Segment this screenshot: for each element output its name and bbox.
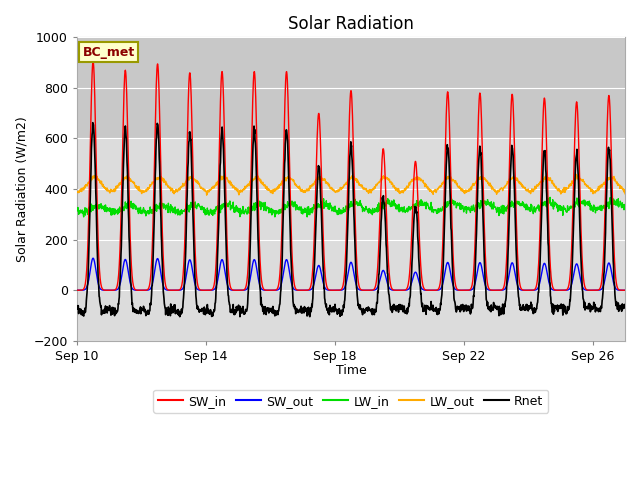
Rnet (195, 307, 203, 313)
LW_out (572, 171, 580, 177)
Line: Rnet: Rnet (77, 123, 625, 317)
LW_in (80, 214, 88, 220)
Rnet (306, 314, 314, 320)
LW_out (203, 192, 211, 198)
LW_in (546, 194, 554, 200)
SW_out (501, 287, 509, 292)
LW_out (73, 189, 81, 194)
Text: BC_met: BC_met (83, 46, 134, 59)
Line: SW_out: SW_out (77, 258, 625, 290)
SW_out (621, 288, 629, 293)
LW_in (368, 210, 376, 216)
Legend: SW_in, SW_out, LW_in, LW_out, Rnet: SW_in, SW_out, LW_in, LW_out, Rnet (154, 390, 548, 412)
X-axis label: Time: Time (335, 364, 366, 377)
SW_in (621, 288, 629, 293)
SW_in (195, 286, 203, 291)
SW_in (211, 280, 218, 286)
LW_out (211, 183, 218, 189)
LW_in (195, 203, 203, 208)
Rnet (163, 308, 171, 313)
SW_out (89, 255, 97, 261)
LW_out (195, 180, 202, 186)
LW_in (621, 205, 629, 211)
Rnet (88, 132, 96, 137)
SW_in (163, 287, 171, 292)
Rnet (621, 302, 629, 308)
LW_out (88, 176, 96, 181)
SW_in (88, 72, 96, 77)
SW_out (211, 287, 218, 292)
Line: LW_in: LW_in (77, 197, 625, 217)
LW_out (163, 182, 171, 188)
Rnet (89, 120, 97, 126)
Line: SW_in: SW_in (77, 61, 625, 290)
LW_in (88, 207, 96, 213)
Rnet (211, 308, 218, 314)
Rnet (73, 303, 81, 309)
Line: LW_out: LW_out (77, 174, 625, 195)
LW_out (621, 191, 629, 197)
SW_in (73, 288, 81, 293)
SW_out (368, 288, 376, 293)
Bar (77, 37, 625, 139)
Rnet (501, 301, 509, 307)
SW_in (368, 288, 376, 293)
LW_out (368, 187, 376, 192)
Rnet (368, 308, 376, 314)
LW_in (163, 204, 171, 209)
LW_out (501, 185, 509, 191)
SW_in (501, 280, 509, 286)
SW_out (88, 257, 96, 263)
LW_in (73, 205, 81, 211)
LW_in (211, 210, 218, 216)
SW_in (89, 59, 97, 64)
SW_out (163, 287, 171, 293)
Title: Solar Radiation: Solar Radiation (288, 15, 414, 33)
LW_in (501, 208, 509, 214)
SW_out (195, 287, 203, 293)
Y-axis label: Solar Radiation (W/m2): Solar Radiation (W/m2) (15, 116, 28, 262)
SW_out (73, 288, 81, 293)
